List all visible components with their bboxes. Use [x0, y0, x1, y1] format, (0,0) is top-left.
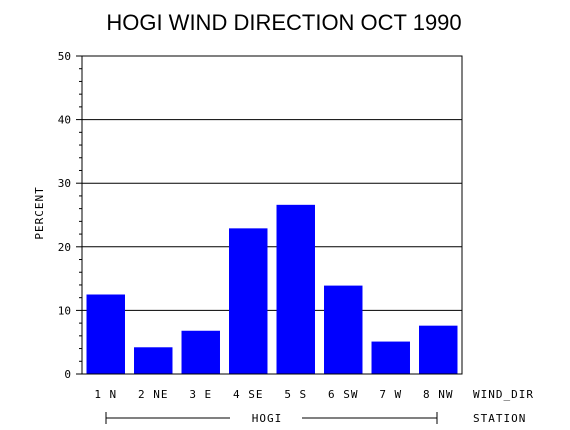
bar: [181, 330, 220, 374]
bar: [276, 204, 315, 374]
x-axis: 1 N 2 NE 3 E 4 SE 5 S 6 SW 7 W 8 NW: [94, 388, 454, 401]
x-tick-label: 7 W: [379, 388, 402, 401]
x-tick-label: 2 NE: [138, 388, 169, 401]
y-axis-label: PERCENT: [33, 186, 46, 239]
gridlines: [82, 55, 462, 311]
bar: [324, 285, 363, 374]
station-axis-label: STATION: [473, 412, 526, 425]
x-tick-label: 3 E: [189, 388, 212, 401]
bar: [134, 347, 173, 374]
bar: [229, 228, 268, 374]
bar: [371, 341, 410, 374]
x-axis-label: WIND_DIR: [473, 388, 534, 401]
y-tick-label: 0: [64, 368, 71, 381]
plot-frame: [81, 55, 463, 375]
bar: [419, 325, 458, 374]
x-tick-label: 1 N: [94, 388, 117, 401]
bar: [86, 294, 125, 374]
bars: [86, 204, 458, 374]
x-tick-label: 5 S: [284, 388, 307, 401]
y-tick-label: 40: [58, 114, 71, 127]
station-group: HOGI: [105, 412, 438, 425]
x-tick-label: 4 SE: [233, 388, 264, 401]
y-tick-label: 20: [58, 241, 71, 254]
y-tick-label: 30: [58, 177, 71, 190]
y-tick-label: 10: [58, 304, 71, 317]
station-group-label: HOGI: [252, 412, 283, 425]
y-axis: 0 10 20 30 40 50: [58, 50, 82, 381]
x-tick-label: 6 SW: [328, 388, 359, 401]
chart-title: HOGI WIND DIRECTION OCT 1990: [106, 10, 461, 35]
x-tick-label: 8 NW: [423, 388, 454, 401]
y-tick-label: 50: [58, 50, 71, 63]
